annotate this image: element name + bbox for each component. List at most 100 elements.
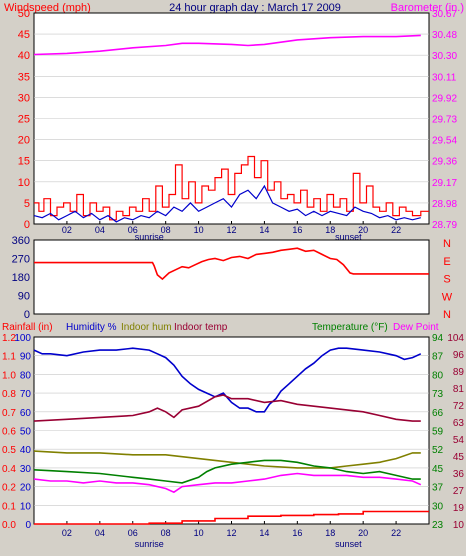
wind-direction-line <box>34 247 429 281</box>
temperature-tick-label: 66 <box>432 408 444 419</box>
degree-tick-label: 90 <box>18 291 30 303</box>
rainfall-tick-label: 1.1 <box>2 352 16 363</box>
hour-tick-label: 06 <box>128 528 138 538</box>
humidity-tick-label: 20 <box>20 483 32 494</box>
rain-line <box>34 510 429 525</box>
rain-humidity-temp-series <box>33 347 429 525</box>
indoor-temp-tick-label: 96 <box>453 350 465 361</box>
hour-tick-label: 22 <box>391 528 401 538</box>
rainfall-tick-label: 1.2 <box>2 333 16 344</box>
rainfall-tick-label: 0.8 <box>2 389 16 400</box>
humidity-tick-label: 90 <box>20 352 32 363</box>
windspeed-tick-label: 50 <box>18 8 30 20</box>
windspeed-ticks: 0 5 10 15 20 25 30 35 40 45 50 <box>18 8 30 231</box>
barometer-tick-label: 29.36 <box>432 157 457 168</box>
barometer-tick-label: 29.73 <box>432 115 457 126</box>
humidity-tick-label: 30 <box>20 464 32 475</box>
hour-tick-label: 04 <box>95 528 105 538</box>
temperature-tick-label: 94 <box>432 333 444 344</box>
page-title: 24 hour graph day : March 17 2009 <box>169 2 341 14</box>
humidity-tick-label: 40 <box>20 445 32 456</box>
hour-tick-label: 06 <box>128 225 138 235</box>
degree-tick-label: 0 <box>24 309 30 321</box>
rain-humidity-temp-grid <box>34 355 429 506</box>
compass-tick-label: N <box>443 309 451 321</box>
rain-humidity-temp-ticks: 0.0 0 23 0.1 10 30 0.2 20 37 0.4 30 45 0.5 40 52 0.6 50 5… <box>2 333 464 531</box>
sunset-label-bottom: sunset <box>335 539 362 549</box>
indoor-temp-tick-label: 19 <box>453 503 465 514</box>
degree-tick-label: 360 <box>12 235 30 247</box>
humidity-tick-label: 60 <box>20 408 32 419</box>
windspeed-tick-label: 0 <box>24 219 30 231</box>
humidity-tick-label: 10 <box>20 501 32 512</box>
hour-tick-label: 12 <box>226 528 236 538</box>
windspeed-tick-label: 20 <box>18 135 30 147</box>
compass-tick-label: S <box>443 274 450 286</box>
windspeed-tick-label: 30 <box>18 92 30 104</box>
wind-direction-series <box>34 247 429 281</box>
barometer-tick-label: 29.17 <box>432 178 457 189</box>
temperature-tick-label: 80 <box>432 370 444 381</box>
humidity-line <box>33 347 422 413</box>
humidity-tick-label: 50 <box>20 427 32 438</box>
rainfall-tick-label: 0.4 <box>2 464 16 475</box>
compass-tick-label: W <box>442 291 453 303</box>
barometer-tick-label: 29.54 <box>432 136 457 147</box>
degree-tick-label: 180 <box>12 272 30 284</box>
rainfall-tick-label: 0.0 <box>2 520 16 531</box>
wind-baro-series <box>33 34 429 223</box>
hour-tick-label: 20 <box>358 225 368 235</box>
humidity-axis-title: Humidity % <box>66 322 117 333</box>
baro-line <box>33 34 421 56</box>
wind-direction-plot-area <box>33 239 430 315</box>
barometer-tick-label: 30.30 <box>432 51 457 62</box>
temperature-tick-label: 87 <box>432 352 444 363</box>
sunset-label: sunset <box>335 232 362 242</box>
hour-tick-label: 18 <box>325 225 335 235</box>
barometer-tick-label: 30.67 <box>432 9 457 20</box>
windspeed-tick-label: 25 <box>18 114 30 126</box>
wind-line <box>34 155 429 221</box>
indoor_temp-line <box>33 394 421 422</box>
temperature-tick-label: 45 <box>432 464 444 475</box>
sunrise-label: sunrise <box>135 232 164 242</box>
windspeed-tick-label: 5 <box>24 198 30 210</box>
barometer-tick-label: 28.79 <box>432 220 457 231</box>
compass-tick-label: N <box>443 238 451 250</box>
rainfall-axis-title: Rainfall (in) <box>2 322 53 333</box>
rain-humidity-temp-x-ticks: 02 04 06 08 10 12 14 16 18 20 22 <box>62 521 401 538</box>
hour-tick-label: 02 <box>62 225 72 235</box>
temperature-axis-title: Temperature (°F) <box>312 322 388 333</box>
sunrise-label-bottom: sunrise <box>135 539 164 549</box>
hour-tick-label: 08 <box>161 225 171 235</box>
temperature-tick-label: 37 <box>432 483 444 494</box>
indoor-temp-tick-label: 89 <box>453 367 465 378</box>
indoor-temp-tick-label: 63 <box>453 418 465 429</box>
indoor-temp-tick-label: 81 <box>453 384 465 395</box>
wind-baro-x-ticks: 02 04 06 08 10 12 14 16 18 20 22 <box>62 221 401 235</box>
barometer-ticks: 28.79 28.98 29.17 29.36 29.54 29.73 29.92 30.11… <box>432 9 457 231</box>
hour-tick-label: 08 <box>161 528 171 538</box>
windspeed-tick-label: 15 <box>18 156 30 168</box>
rainfall-tick-label: 0.6 <box>2 427 16 438</box>
wind-baro-grid <box>34 33 429 204</box>
indoor-temp-tick-label: 104 <box>447 333 464 344</box>
barometer-tick-label: 30.48 <box>432 30 457 41</box>
direction-degree-ticks: 0 90 180 270 360 <box>12 235 30 321</box>
dew-line <box>33 472 422 494</box>
degree-tick-label: 270 <box>12 254 30 266</box>
humidity-tick-label: 0 <box>25 520 31 531</box>
temperature-tick-label: 30 <box>432 501 444 512</box>
compass-tick-label: E <box>443 256 450 268</box>
rainfall-tick-label: 1.0 <box>2 370 16 381</box>
temperature-tick-label: 52 <box>432 445 444 456</box>
humidity-tick-label: 80 <box>20 370 32 381</box>
rainfall-tick-label: 0.1 <box>2 501 16 512</box>
hour-tick-label: 14 <box>259 225 269 235</box>
hour-tick-label: 10 <box>194 225 204 235</box>
indoor-humidity-axis-title: Indoor hum <box>121 322 172 333</box>
windspeed-tick-label: 45 <box>18 29 30 41</box>
indoor-temp-tick-label: 72 <box>453 401 465 412</box>
